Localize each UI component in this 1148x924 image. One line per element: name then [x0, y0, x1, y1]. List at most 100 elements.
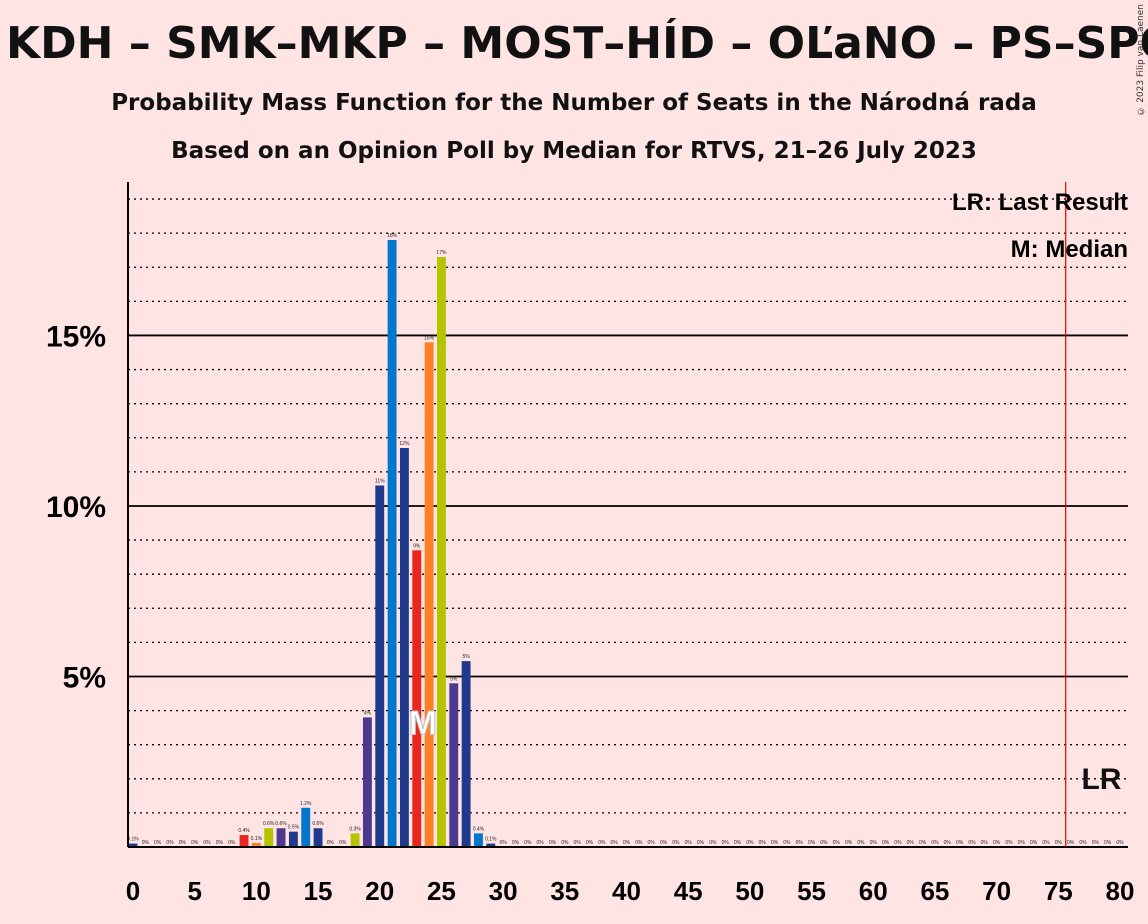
bar-label-seat-36: 0% — [574, 840, 582, 846]
bar-label-seat-61: 0% — [882, 840, 890, 846]
x-tick-label: 0 — [126, 876, 140, 906]
bar-label-seat-80: 0% — [1116, 840, 1124, 846]
x-tick-label: 10 — [242, 876, 271, 906]
bar-label-seat-72: 0% — [1018, 840, 1026, 846]
bar-seat-22 — [399, 448, 409, 847]
bar-seat-11 — [264, 828, 274, 847]
bar-labels: 0.1%0% 0% 0% 0% 0% 0% 0% 0%0.4%0.1%0.6% 0.6%0.5%… — [127, 233, 1124, 846]
bar-label-seat-26: 5% — [450, 676, 458, 682]
x-tick-label: 45 — [674, 876, 703, 906]
bar-label-seat-53: 0% — [783, 840, 791, 846]
x-tick-label: 40 — [612, 876, 641, 906]
bar-label-seat-40: 0% — [623, 840, 631, 846]
x-tick-label: 55 — [797, 876, 826, 906]
bar-label-seat-16: 0% — [327, 840, 335, 846]
bar-label-seat-30: 0% — [500, 840, 508, 846]
bar-label-seat-39: 0% — [611, 840, 619, 846]
bar-label-seat-51: 0% — [759, 840, 767, 846]
bar-label-seat-57: 0% — [833, 840, 841, 846]
bar-label-seat-14: 1.2% — [300, 801, 312, 807]
bar-label-seat-47: 0% — [709, 840, 717, 846]
bar-label-seat-65: 0% — [931, 840, 939, 846]
x-tick-label: 30 — [489, 876, 518, 906]
bar-label-seat-74: 0% — [1042, 840, 1050, 846]
bar-label-seat-44: 0% — [672, 840, 680, 846]
bar-label-seat-69: 0% — [981, 840, 989, 846]
bar-label-seat-64: 0% — [919, 840, 927, 846]
bar-seat-20 — [375, 485, 385, 847]
chart-title: KDH – SMK–MKP – MOST–HÍD – OĽaNO – PS–SP… — [6, 18, 1148, 69]
x-tick-label: 65 — [920, 876, 949, 906]
bar-seat-23 — [412, 550, 422, 847]
bar-label-seat-4: 0% — [179, 840, 187, 846]
bar-label-seat-34: 0% — [549, 840, 557, 846]
bar-label-seat-5: 0% — [191, 840, 199, 846]
bar-label-seat-46: 0% — [697, 840, 705, 846]
chart-subtitle-source: Based on an Opinion Poll by Median for R… — [171, 138, 977, 164]
x-tick-label: 25 — [427, 876, 456, 906]
y-tick-label: 5% — [63, 661, 106, 694]
bar-label-seat-13: 0.5% — [288, 825, 300, 831]
bar-label-seat-52: 0% — [771, 840, 779, 846]
bar-label-seat-8: 0% — [228, 840, 236, 846]
bar-label-seat-33: 0% — [537, 840, 545, 846]
bar-label-seat-19: 4% — [364, 710, 372, 716]
x-tick-label: 5 — [187, 876, 201, 906]
x-tick-labels: 0 5 10 15 20 25 30 35 40 45 50 55 60 65 70 75 80 — [126, 876, 1135, 906]
x-tick-label: 75 — [1044, 876, 1073, 906]
bar-label-seat-6: 0% — [203, 840, 211, 846]
gridlines — [128, 198, 1128, 814]
x-tick-label: 70 — [982, 876, 1011, 906]
bar-label-seat-32: 0% — [524, 840, 532, 846]
bar-label-seat-1: 0% — [142, 840, 150, 846]
bar-label-seat-38: 0% — [598, 840, 606, 846]
bar-label-seat-63: 0% — [907, 840, 915, 846]
bar-label-seat-73: 0% — [1030, 840, 1038, 846]
bar-seat-18 — [350, 833, 360, 847]
bar-label-seat-24: 15% — [424, 335, 435, 341]
bar-label-seat-54: 0% — [796, 840, 804, 846]
bars — [128, 239, 496, 847]
bar-label-seat-27: 5% — [462, 654, 470, 660]
bar-seat-10 — [251, 842, 261, 847]
bar-label-seat-43: 0% — [660, 840, 668, 846]
bar-label-seat-49: 0% — [734, 840, 742, 846]
bar-seat-29 — [486, 843, 496, 847]
bar-label-seat-68: 0% — [968, 840, 976, 846]
bar-seat-27 — [461, 661, 471, 847]
bar-label-seat-29: 0.1% — [485, 837, 497, 843]
x-tick-label: 15 — [304, 876, 333, 906]
bar-seat-28 — [474, 833, 483, 847]
bar-label-seat-79: 0% — [1104, 840, 1112, 846]
bar-label-seat-0: 0.1% — [127, 837, 139, 843]
bar-label-seat-11: 0.6% — [263, 821, 275, 827]
y-tick-labels: 5% 10% 15% — [46, 320, 106, 694]
legend-last-result: LR: Last Result — [952, 189, 1128, 216]
bar-label-seat-18: 0.3% — [349, 826, 361, 832]
legend-median: M: Median — [1011, 236, 1128, 263]
x-tick-label: 50 — [735, 876, 764, 906]
bar-label-seat-56: 0% — [820, 840, 828, 846]
bar-label-seat-45: 0% — [685, 840, 693, 846]
bar-label-seat-58: 0% — [845, 840, 853, 846]
bar-label-seat-37: 0% — [586, 840, 594, 846]
bar-label-seat-12: 0.6% — [275, 821, 287, 827]
bar-label-seat-41: 0% — [635, 840, 643, 846]
chart-subtitle: Probability Mass Function for the Number… — [111, 90, 1037, 116]
y-tick-label: 10% — [46, 491, 106, 524]
bar-seat-26 — [449, 683, 459, 847]
bar-label-seat-28: 0.4% — [473, 826, 485, 832]
bar-label-seat-50: 0% — [746, 840, 754, 846]
y-tick-label: 15% — [46, 320, 106, 353]
x-tick-label: 80 — [1106, 876, 1135, 906]
bar-label-seat-76: 0% — [1067, 840, 1075, 846]
bar-label-seat-75: 0% — [1055, 840, 1063, 846]
bar-label-seat-55: 0% — [808, 840, 816, 846]
bar-label-seat-3: 0% — [166, 840, 174, 846]
bar-label-seat-35: 0% — [561, 840, 569, 846]
bar-label-seat-7: 0% — [216, 840, 224, 846]
bar-label-seat-48: 0% — [722, 840, 730, 846]
bar-label-seat-25: 17% — [436, 250, 447, 256]
bar-label-seat-31: 0% — [512, 840, 520, 846]
bar-seat-15 — [313, 828, 323, 847]
